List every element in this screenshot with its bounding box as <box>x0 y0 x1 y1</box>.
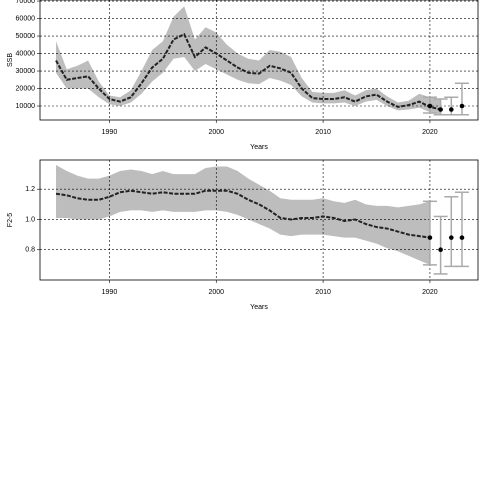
point <box>459 103 465 109</box>
x-axis-label: Years <box>250 144 268 151</box>
point <box>448 235 454 240</box>
plot-frame <box>39 159 479 281</box>
y-tick-label: 1.2 <box>25 186 35 193</box>
x-tick-label: 2010 <box>315 289 331 296</box>
point <box>438 107 443 112</box>
point <box>427 235 433 240</box>
y-tick-label: 40000 <box>16 50 36 57</box>
y-tick-label: 0.8 <box>25 247 35 254</box>
confidence-band <box>56 6 441 115</box>
y-axis-label: SSB <box>7 53 14 67</box>
estimate-line <box>55 32 441 111</box>
confidence-band <box>56 164 430 265</box>
plot-frame <box>39 0 479 121</box>
x-tick-label: 1990 <box>102 289 118 296</box>
y-tick-label: 10000 <box>16 103 36 110</box>
point <box>438 247 443 253</box>
x-tick-label: 2020 <box>422 289 438 296</box>
x-axis-label: Years <box>250 304 268 311</box>
point <box>427 103 433 109</box>
x-tick-label: 2020 <box>422 129 438 136</box>
x-tick-label: 2000 <box>208 129 224 136</box>
point <box>448 107 454 112</box>
y-tick-label: 60000 <box>16 15 36 22</box>
y-tick-label: 50000 <box>16 33 36 40</box>
x-tick-label: 1990 <box>102 129 118 136</box>
y-tick-label: 1.0 <box>25 216 35 223</box>
x-tick-label: 2000 <box>208 289 224 296</box>
estimate-line <box>55 189 431 239</box>
x-tick-label: 2010 <box>315 129 331 136</box>
y-tick-label: 70000 <box>16 0 36 5</box>
point <box>459 235 465 240</box>
y-axis-label: F2-5 <box>7 213 14 228</box>
y-tick-label: 20000 <box>16 85 36 92</box>
y-tick-label: 30000 <box>16 68 36 75</box>
